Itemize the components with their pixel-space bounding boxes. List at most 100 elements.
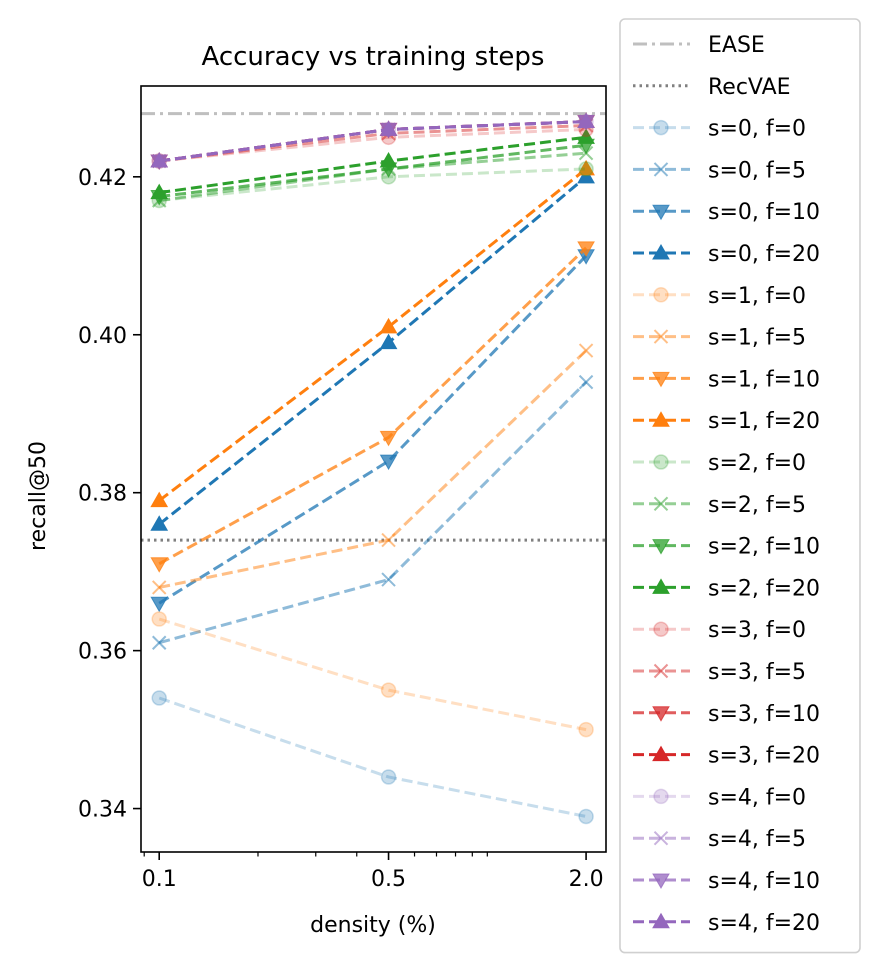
series-s-1-f-0-point	[578, 721, 594, 738]
y-tick-label: 0.38	[78, 482, 127, 507]
legend-marker	[653, 621, 669, 637]
x-tick-label: 2.0	[569, 867, 604, 892]
series-s-1-f-20-point	[577, 159, 595, 176]
series-s-1-f-20	[150, 159, 595, 508]
legend-entry-s-3-f-20: s=3, f=20	[633, 744, 820, 769]
legend-entry-s-2-f-10: s=2, f=10	[633, 535, 820, 560]
legend-entry-s-3-f-5: s=3, f=5	[633, 660, 806, 685]
series-s-1-f-10-point	[577, 241, 595, 257]
legend-entry-s-2-f-0: s=2, f=0	[633, 451, 806, 476]
series-s-1-f-5-point	[578, 343, 594, 358]
series-s-0-f-20-point	[577, 167, 595, 184]
legend-label: s=1, f=10	[708, 367, 820, 392]
legend-marker	[653, 119, 669, 136]
legend-marker	[653, 287, 669, 303]
y-tick-label: 0.40	[78, 324, 127, 349]
legend-entry-recvae: RecVAE	[633, 75, 791, 100]
x-tick-label: 0.5	[371, 867, 406, 892]
legend-label: s=1, f=5	[708, 326, 806, 351]
legend-marker	[653, 329, 669, 344]
series-s-0-f-0-point	[380, 769, 397, 785]
series-s-1-f-10	[150, 241, 595, 573]
series-s-0-f-10-line	[158, 254, 588, 605]
legend: EASE RecVAE s=0, f=0 s=0, f=5 s=0, f=10 s=0, …	[619, 18, 861, 954]
series-s-4-f-20-point	[150, 152, 169, 168]
legend-label: s=3, f=10	[708, 702, 820, 727]
legend-entry-s-1-f-20: s=1, f=20	[633, 409, 820, 434]
series-s-1-f-0-point	[151, 611, 167, 627]
series-s-4-f-20	[150, 112, 595, 168]
series-s-0-f-0-line	[158, 696, 587, 818]
series-s-0-f-20	[150, 167, 595, 531]
plot-area: 0.34 0.36 0.38 0.40 0.42 0.1 0.5 2.0	[78, 85, 607, 892]
series-s-1-f-0-line	[158, 617, 587, 732]
legend-entry-s-3-f-0: s=3, f=0	[633, 618, 806, 643]
legend-label: s=2, f=10	[708, 535, 820, 560]
y-tick-label: 0.34	[78, 798, 127, 823]
legend-marker	[652, 411, 670, 427]
series-s-0-f-20-point	[150, 515, 169, 531]
series-s-1-f-5	[152, 343, 594, 595]
series-s-0-f-5-line	[158, 381, 588, 645]
legend-entry-s-1-f-0: s=1, f=0	[633, 284, 806, 309]
legend-label: s=4, f=5	[708, 827, 806, 852]
series-s-0-f-5-point	[381, 572, 396, 587]
series-s-0-f-10-point	[379, 454, 398, 471]
legend-label: s=3, f=5	[708, 660, 806, 685]
x-tick-label: 0.1	[142, 867, 177, 892]
series-s-1-f-10-point	[150, 557, 169, 573]
legend-label: s=0, f=10	[708, 200, 820, 225]
series-s-2-f-5	[152, 145, 594, 208]
x-axis-label: density (%)	[310, 913, 436, 938]
series-s-1-f-0	[151, 611, 594, 738]
legend-label: s=4, f=10	[708, 869, 820, 894]
legend-label: s=3, f=20	[708, 744, 820, 769]
legend-label: s=1, f=0	[708, 284, 806, 309]
legend-box	[619, 18, 861, 954]
y-tick-label: 0.42	[78, 166, 127, 191]
legend-marker	[652, 204, 670, 221]
legend-entry-ease: EASE	[633, 33, 765, 58]
legend-marker	[652, 578, 670, 594]
legend-label: s=0, f=20	[708, 242, 820, 267]
legend-marker	[653, 663, 669, 679]
legend-label: s=4, f=0	[708, 785, 806, 810]
series-s-2-f-20-line	[159, 135, 587, 195]
series-s-2-f-0	[151, 161, 594, 209]
legend-entry-s-2-f-20: s=2, f=20	[633, 576, 820, 601]
legend-entry-s-4-f-10: s=4, f=10	[633, 869, 820, 894]
legend-label: s=1, f=20	[708, 409, 820, 434]
legend-label: s=2, f=5	[708, 493, 806, 518]
legend-marker	[653, 454, 669, 470]
series-s-0-f-0-point	[578, 808, 594, 825]
legend-entry-s-0-f-10: s=0, f=10	[633, 200, 820, 225]
series-s-1-f-10-line	[158, 246, 588, 566]
legend-marker	[653, 162, 669, 177]
legend-entry-s-4-f-20: s=4, f=20	[633, 911, 820, 936]
legend-label: s=3, f=0	[708, 618, 806, 643]
legend-marker	[652, 706, 670, 722]
series-s-0-f-0	[151, 690, 594, 825]
legend-entry-s-0-f-5: s=0, f=5	[633, 158, 806, 183]
legend-marker	[652, 243, 670, 260]
series-s-1-f-10-point	[379, 430, 398, 447]
series-s-1-f-5-point	[152, 580, 167, 595]
legend-marker	[652, 873, 670, 890]
series-s-2-f-0-point	[578, 161, 594, 177]
axes-frame	[140, 85, 607, 853]
legend-entry-s-1-f-10: s=1, f=10	[633, 367, 820, 392]
legend-label: EASE	[708, 33, 765, 58]
legend-entry-s-0-f-0: s=0, f=0	[633, 117, 806, 142]
series-s-0-f-20-point	[379, 333, 398, 350]
series-s-1-f-20-line	[158, 167, 588, 502]
chart-title: Accuracy vs training steps	[202, 42, 545, 72]
series-s-1-f-5-point	[381, 532, 396, 548]
legend-marker	[652, 912, 670, 929]
legend-label: s=2, f=0	[708, 451, 806, 476]
legend-marker	[653, 830, 669, 846]
legend-entry-s-0-f-20: s=0, f=20	[633, 242, 820, 267]
series-s-2-f-20-point	[577, 128, 595, 144]
series-s-0-f-5-point	[152, 635, 167, 650]
y-axis-label: recall@50	[26, 441, 51, 551]
